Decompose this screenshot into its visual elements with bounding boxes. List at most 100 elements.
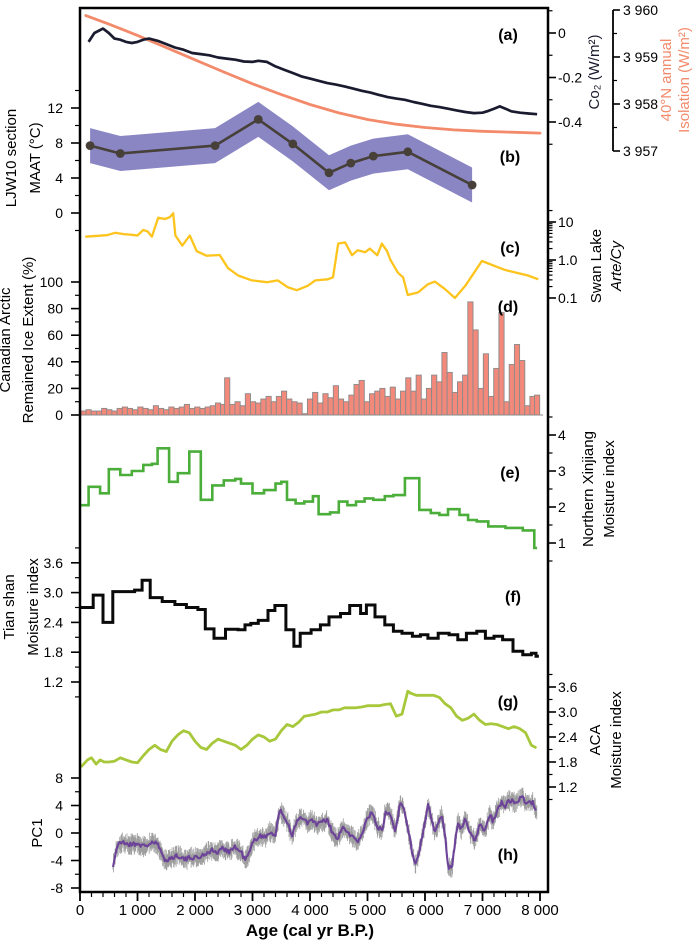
axis-title-ice-extent: Remained Ice Extent (%) (20, 257, 37, 424)
bar (482, 353, 489, 416)
tian-shan-tick-label: 1.2 (44, 674, 64, 690)
bar (152, 405, 159, 416)
ice-extent-tick-label: 20 (47, 380, 63, 396)
axis-title-aca-moisture: Moisture index (608, 691, 625, 789)
bar (163, 409, 170, 416)
bar (260, 398, 267, 416)
insolation-tick-label: 3 958 (623, 96, 658, 112)
axis-title-swan-lake: Swan Lake (588, 229, 605, 303)
tian-shan-tick-label: 2.4 (44, 614, 64, 630)
bar (405, 377, 412, 416)
axis-title-insolation-2: Isolation (W/m²) (676, 27, 693, 133)
bar (224, 377, 231, 416)
maat-tick-label: 12 (47, 100, 63, 116)
co2-tick-label: -0.4 (558, 114, 582, 130)
maat-data-point (368, 151, 378, 161)
swan-lake-tick-label: 0.1 (558, 290, 578, 306)
aca-tick-label: 1.2 (558, 779, 578, 795)
bar (204, 406, 211, 416)
ice-extent-tick-label: 0 (55, 407, 63, 423)
series-co2-forcing (87, 27, 538, 116)
bar (312, 391, 319, 416)
ice-extent-tick-label: 60 (47, 327, 63, 343)
x-tick-label: 5 000 (349, 902, 387, 919)
bar (137, 406, 144, 416)
panel-label-d: (d) (498, 299, 518, 316)
bar (503, 401, 510, 416)
aca-tick-label: 1.8 (558, 754, 578, 770)
bar (291, 401, 298, 416)
panel-label-c: (c) (500, 240, 520, 257)
bar (363, 401, 370, 416)
bar (270, 401, 277, 416)
bar (415, 374, 422, 416)
bar (85, 409, 92, 416)
aca-tick-label: 2.4 (558, 729, 578, 745)
maat-data-point (253, 115, 263, 124)
axis-title-arte-cy: Arte/Cy (608, 239, 625, 292)
bar (436, 381, 443, 416)
aca-tick-label: 3.6 (558, 679, 578, 695)
bar (173, 407, 180, 416)
bar (343, 401, 350, 416)
bar (142, 407, 149, 416)
bar (524, 405, 531, 416)
bar (194, 406, 201, 416)
pc1-tick-label: 8 (55, 770, 63, 786)
bar (306, 398, 314, 416)
series-insolation-40N (84, 14, 542, 135)
bar (337, 398, 345, 416)
series-maat-ljw10 (89, 118, 473, 187)
x-tick-label: 0 (76, 902, 84, 919)
series-aca-moisture (80, 689, 537, 768)
bar (400, 390, 407, 416)
bar (286, 398, 293, 416)
panel-label-a: (a) (498, 27, 518, 44)
axis-title-tianshan-moisture: Moisture index (25, 558, 42, 656)
bar (116, 407, 123, 416)
bar (441, 352, 448, 416)
axis-title-ljw10: LJW10 section (3, 109, 20, 207)
bar (90, 410, 97, 416)
bar (281, 390, 288, 416)
n-xinjiang-tick-label: 4 (558, 427, 566, 443)
bar (534, 394, 541, 416)
bar (168, 406, 175, 416)
bar (229, 403, 236, 416)
panel-label-h: (h) (498, 847, 518, 864)
series-pc1 (111, 795, 537, 870)
bar (519, 360, 526, 416)
bar (384, 395, 391, 416)
bar (106, 409, 113, 416)
series-tian-shan (80, 578, 539, 658)
bar (374, 390, 381, 416)
insolation-tick-label: 3 957 (623, 143, 658, 159)
tian-shan-tick-label: 1.8 (44, 644, 64, 660)
bar (265, 395, 272, 416)
bar (457, 381, 464, 416)
axis-title-nx-moisture: Moisture index (601, 440, 618, 538)
bar (147, 409, 154, 416)
bar (431, 374, 438, 416)
panel-label-f: (f) (505, 589, 521, 606)
ice-extent-tick-label: 40 (47, 354, 63, 370)
bar (420, 398, 427, 416)
series-canadian-arctic-ice-bars (80, 301, 543, 416)
bar (275, 395, 282, 416)
pc1-tick-label: -4 (51, 853, 64, 869)
x-tick-label: 1 000 (119, 902, 157, 919)
bar (322, 393, 329, 416)
bar (199, 407, 206, 416)
pc1-tick-label: 0 (55, 825, 63, 841)
maat-tick-label: 4 (55, 170, 63, 186)
bar (296, 402, 303, 416)
x-tick-label: 3 000 (234, 902, 272, 919)
bar (101, 407, 108, 416)
plot-area (80, 14, 543, 878)
bar (234, 401, 241, 416)
bar (451, 391, 458, 416)
bar (111, 410, 118, 416)
maat-data-point (403, 147, 413, 157)
bar (348, 394, 355, 416)
tian-shan-tick-label: 3.0 (44, 585, 64, 601)
